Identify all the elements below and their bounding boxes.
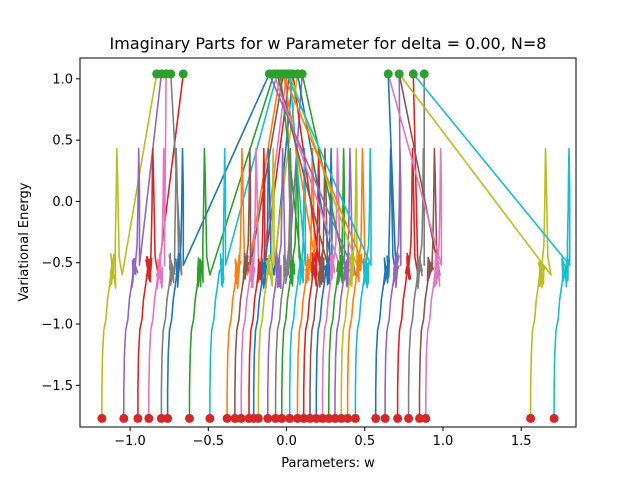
start-point-marker xyxy=(305,413,315,423)
start-point-marker xyxy=(371,413,381,423)
start-point-marker xyxy=(343,413,353,423)
end-point-marker xyxy=(166,69,176,79)
start-point-marker xyxy=(404,413,414,423)
y-tick-label: −0.5 xyxy=(41,256,73,271)
trace-line xyxy=(288,73,358,419)
y-axis-title: Variational Energy xyxy=(17,182,32,301)
trace-line xyxy=(252,73,294,419)
start-point-marker xyxy=(311,413,321,423)
trace-line xyxy=(248,73,291,419)
start-point-marker xyxy=(263,413,273,423)
trace-line xyxy=(257,73,299,419)
trace-line xyxy=(384,73,402,419)
start-point-marker xyxy=(133,413,143,423)
x-tick-label: −0.5 xyxy=(193,434,225,449)
start-point-marker xyxy=(324,413,334,423)
start-point-marker xyxy=(185,413,195,423)
start-point-marker xyxy=(526,413,536,423)
trace-line xyxy=(188,73,275,419)
x-tick-label: 0.0 xyxy=(276,434,297,449)
trace-layer xyxy=(101,73,571,419)
start-point-marker xyxy=(271,413,281,423)
trace-line xyxy=(292,73,321,419)
start-point-marker xyxy=(144,413,154,423)
start-point-marker xyxy=(205,413,215,423)
trace-line xyxy=(123,73,163,419)
trace-line xyxy=(407,73,425,419)
start-point-marker xyxy=(421,413,431,423)
trace-line xyxy=(398,73,552,419)
trace-line xyxy=(412,73,571,419)
y-axis: −1.5 −1.0 −0.5 0.0 0.5 1.0 xyxy=(41,72,80,394)
x-tick-label: −1.0 xyxy=(114,434,146,449)
end-point-marker xyxy=(383,69,393,79)
trace-line xyxy=(374,73,397,419)
y-tick-label: −1.5 xyxy=(41,379,73,394)
trace-line xyxy=(268,73,357,419)
start-point-marker xyxy=(415,413,425,423)
end-point-marker xyxy=(297,69,307,79)
trace-line xyxy=(101,73,158,419)
trace-line xyxy=(209,73,278,419)
end-point-marker xyxy=(178,69,188,79)
start-point-marker xyxy=(299,413,309,423)
trace-line xyxy=(148,73,167,419)
start-point-marker xyxy=(119,413,129,423)
trace-line xyxy=(285,73,372,419)
start-point-marker xyxy=(230,413,240,423)
trace-line xyxy=(166,73,271,419)
trace-line xyxy=(282,73,369,419)
trace-line xyxy=(387,73,443,419)
trace-line xyxy=(267,73,303,419)
trace-line xyxy=(274,73,292,419)
start-point-marker xyxy=(330,413,340,423)
x-tick-label: 1.0 xyxy=(433,434,454,449)
start-point-marker xyxy=(318,413,328,423)
chart-title: Imaginary Parts for w Parameter for delt… xyxy=(110,34,547,53)
trace-line xyxy=(398,73,441,419)
start-point-marker xyxy=(156,413,166,423)
start-point-marker xyxy=(97,413,107,423)
end-point-marker xyxy=(394,69,404,79)
y-tick-label: 0.0 xyxy=(52,195,73,210)
y-tick-label: −1.0 xyxy=(41,318,73,333)
trace-line xyxy=(160,73,183,419)
trace-line xyxy=(240,73,288,419)
start-point-marker xyxy=(393,413,403,423)
x-tick-label: 0.5 xyxy=(354,434,375,449)
start-point-marker xyxy=(163,413,173,423)
start-point-marker xyxy=(236,413,246,423)
trace-line xyxy=(288,73,307,419)
x-axis: −1.0 −0.5 0.0 0.5 1.0 1.5 xyxy=(114,427,532,449)
end-point-marker xyxy=(408,69,418,79)
y-tick-label: 0.5 xyxy=(52,134,73,149)
trace-line xyxy=(296,73,333,419)
start-point-marker xyxy=(285,413,295,423)
trace-line xyxy=(273,73,344,419)
start-point-marker xyxy=(222,413,232,423)
marker-layer xyxy=(97,69,559,423)
end-point-marker xyxy=(419,69,429,79)
start-point-marker xyxy=(336,413,346,423)
start-point-marker xyxy=(292,413,302,423)
trace-line xyxy=(234,73,285,419)
start-point-marker xyxy=(277,413,287,423)
start-point-marker xyxy=(253,413,263,423)
y-tick-label: 1.0 xyxy=(52,72,73,87)
trace-line xyxy=(301,73,346,419)
start-point-marker xyxy=(350,413,360,423)
x-axis-title: Parameters: w xyxy=(281,456,375,471)
start-point-marker xyxy=(380,413,390,423)
axes-frame xyxy=(79,57,577,428)
trace-line xyxy=(226,73,282,419)
start-point-marker xyxy=(549,413,559,423)
x-tick-label: 1.5 xyxy=(511,434,532,449)
trace-line xyxy=(137,73,185,419)
